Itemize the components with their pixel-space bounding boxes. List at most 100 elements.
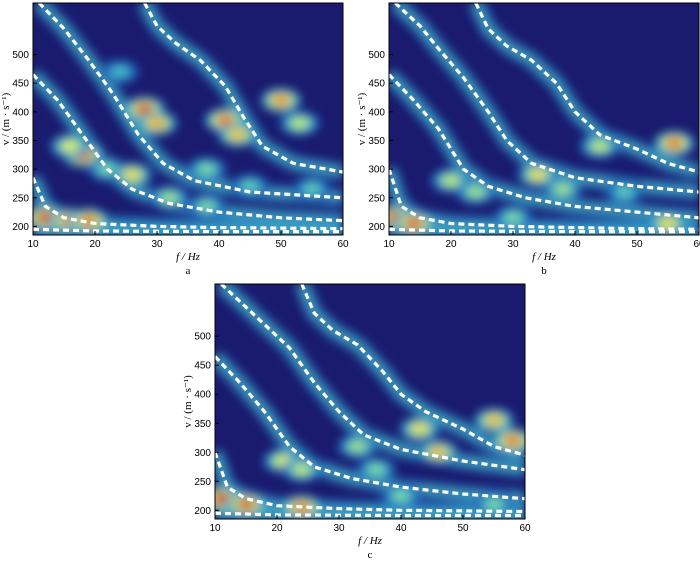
panel-a-hotspot-15 [273, 95, 289, 106]
panel-b-hotspot-7 [591, 140, 608, 152]
panel-a-dashed-curve-3 [33, 177, 343, 231]
panel-a-ytick-label: 300 [12, 165, 29, 176]
panel-a-hotspot-13 [198, 163, 215, 175]
panel-c-dashed-curve-3 [215, 451, 525, 514]
panel-b-hotspot-5 [529, 169, 546, 181]
panel-c-xtick-label: 20 [271, 523, 283, 534]
panel-b-ytick-label: 400 [368, 107, 385, 118]
panel-c-hotspot-6 [368, 464, 385, 475]
panel-c-ytick-label: 400 [194, 390, 211, 401]
panel-c-ytick-label: 300 [194, 448, 211, 459]
panel-c: 10 20 30 40 50 60 200 250 300 350 400 450 500 f / Hz v… [182, 283, 531, 561]
panel-b-ytick-label: 450 [368, 79, 385, 90]
panel-b-hotspot-8 [666, 138, 683, 149]
panel-a-xlabel: f / Hz [176, 251, 201, 263]
panel-c-ytick-label: 450 [194, 361, 211, 372]
panel-b-xlabel: f / Hz [532, 251, 557, 263]
panel-a-xtick-label: 50 [275, 239, 287, 250]
panel-c-hotspot-9 [504, 435, 521, 446]
panel-a-dashed-curve-0 [33, 73, 343, 223]
panel-b-xtick-label: 10 [383, 239, 395, 250]
panel-c-hotspot-11 [393, 490, 409, 502]
panel-a-ylabel: v / (m · s⁻¹) [0, 92, 12, 145]
panel-c-ylabel: v / (m · s⁻¹) [182, 375, 194, 428]
panel-b: 10 20 30 40 50 60 200 250 300 350 400 450 500 f / Hz v… [356, 2, 700, 277]
panel-a-xtick-label: 60 [337, 239, 349, 250]
panel-a-xtick-label: 20 [89, 239, 101, 250]
panel-a-ytick-label: 200 [12, 222, 29, 233]
panel-a-hotspot-4 [62, 140, 79, 152]
panel-c-dashed-curve-2 [300, 284, 525, 457]
panel-b-hotspot-6 [554, 183, 571, 195]
panel-b-ytick-label: 200 [368, 222, 385, 233]
panel-b-hotspot-9 [616, 186, 633, 198]
panel-b-ytick-label: 350 [368, 136, 385, 147]
panel-b-xtick-label: 40 [569, 239, 581, 250]
panel-a-hotspot-6 [124, 169, 141, 181]
panel-a-dashed-curve-1 [38, 3, 343, 200]
panel-b-hotspot-3 [467, 186, 484, 198]
panel-c-hotspot-12 [486, 499, 502, 510]
panel-c-hotspot-10 [486, 415, 502, 426]
panel-a-hotspot-7 [136, 103, 153, 115]
panel-c-hotspot-4 [293, 464, 310, 475]
panel-b-xtick-label: 60 [693, 239, 700, 250]
panel-a-hotspot-8 [149, 118, 165, 129]
panel-b-dashed-curve-0 [389, 73, 699, 220]
panel-a-hotspot-0 [37, 212, 54, 224]
panel-a-hotspot-11 [217, 115, 234, 126]
panel-a-label: a [186, 265, 191, 277]
panel-b-dashed-curve-2 [474, 3, 699, 174]
panel-b-dashed-curve-1 [394, 3, 699, 194]
panel-c-xlabel: f / Hz [358, 535, 383, 547]
panel-a-xtick-label: 30 [151, 239, 163, 250]
panel-b-frame [388, 2, 700, 236]
panel-a-ytick-label: 350 [12, 136, 29, 147]
panel-c-ytick-label: 200 [194, 506, 211, 517]
panel-a-hotspot-12 [229, 129, 246, 141]
panel-a-ytick-label: 500 [12, 50, 29, 61]
panel-c-xtick-label: 10 [209, 523, 221, 534]
panel-b-hotspot-4 [505, 212, 521, 224]
panel-c-xtick-label: 30 [333, 523, 345, 534]
panel-c-xtick-label: 60 [519, 523, 531, 534]
panel-b-dashed-curve-3 [389, 168, 699, 231]
panel-b-hotspot-10 [660, 218, 676, 229]
panel-c-ytick-label: 250 [194, 477, 211, 488]
panel-c-hotspot-7 [411, 423, 428, 435]
panel-b-xtick-label: 30 [507, 239, 519, 250]
panel-c-hotspot-5 [349, 441, 366, 452]
panel-a-hotspot-16 [291, 118, 308, 129]
panel-c-frame [214, 283, 526, 520]
panel-c-xtick-label: 50 [457, 523, 469, 534]
panel-a-xtick-label: 40 [213, 239, 225, 250]
panel-b-ytick-label: 250 [368, 193, 385, 204]
panel-b-ylabel: v / (m · s⁻¹) [356, 92, 368, 145]
panel-b-xtick-label: 50 [631, 239, 643, 250]
panel-a-dashed-curve-2 [143, 3, 343, 174]
panel-b-ytick-label: 500 [368, 50, 385, 61]
panel-b-ytick-label: 300 [368, 165, 385, 176]
panel-a-ytick-label: 400 [12, 107, 29, 118]
panel-b-hotspot-1 [405, 218, 422, 229]
panel-c-ytick-label: 500 [194, 332, 211, 343]
panel-b-xtick-label: 20 [445, 239, 457, 250]
panel-a-frame [32, 2, 344, 236]
panel-c-xtick-label: 40 [395, 523, 407, 534]
panel-a-hotspot-17 [304, 183, 320, 195]
panel-c-hotspot-1 [238, 499, 254, 510]
panel-a-xtick-label: 10 [27, 239, 39, 250]
panel-c-hotspot-0 [215, 493, 230, 504]
panel-a-ytick-label: 450 [12, 79, 29, 90]
panel-c-label: c [368, 549, 373, 561]
panel-b-hotspot-2 [443, 175, 459, 186]
panel-a-hotspot-18 [111, 66, 128, 77]
panel-a: 10 20 30 40 50 60 200 250 300 350 400 450 500 f / Hz v… [0, 2, 349, 277]
panel-a-ytick-label: 250 [12, 193, 29, 204]
panel-a-hotspot-9 [161, 192, 178, 204]
panel-b-label: b [541, 265, 547, 277]
panel-c-dashed-curve-1 [220, 284, 525, 472]
panel-c-ytick-label: 350 [194, 419, 211, 430]
panel-a-hotspot-14 [242, 181, 258, 192]
